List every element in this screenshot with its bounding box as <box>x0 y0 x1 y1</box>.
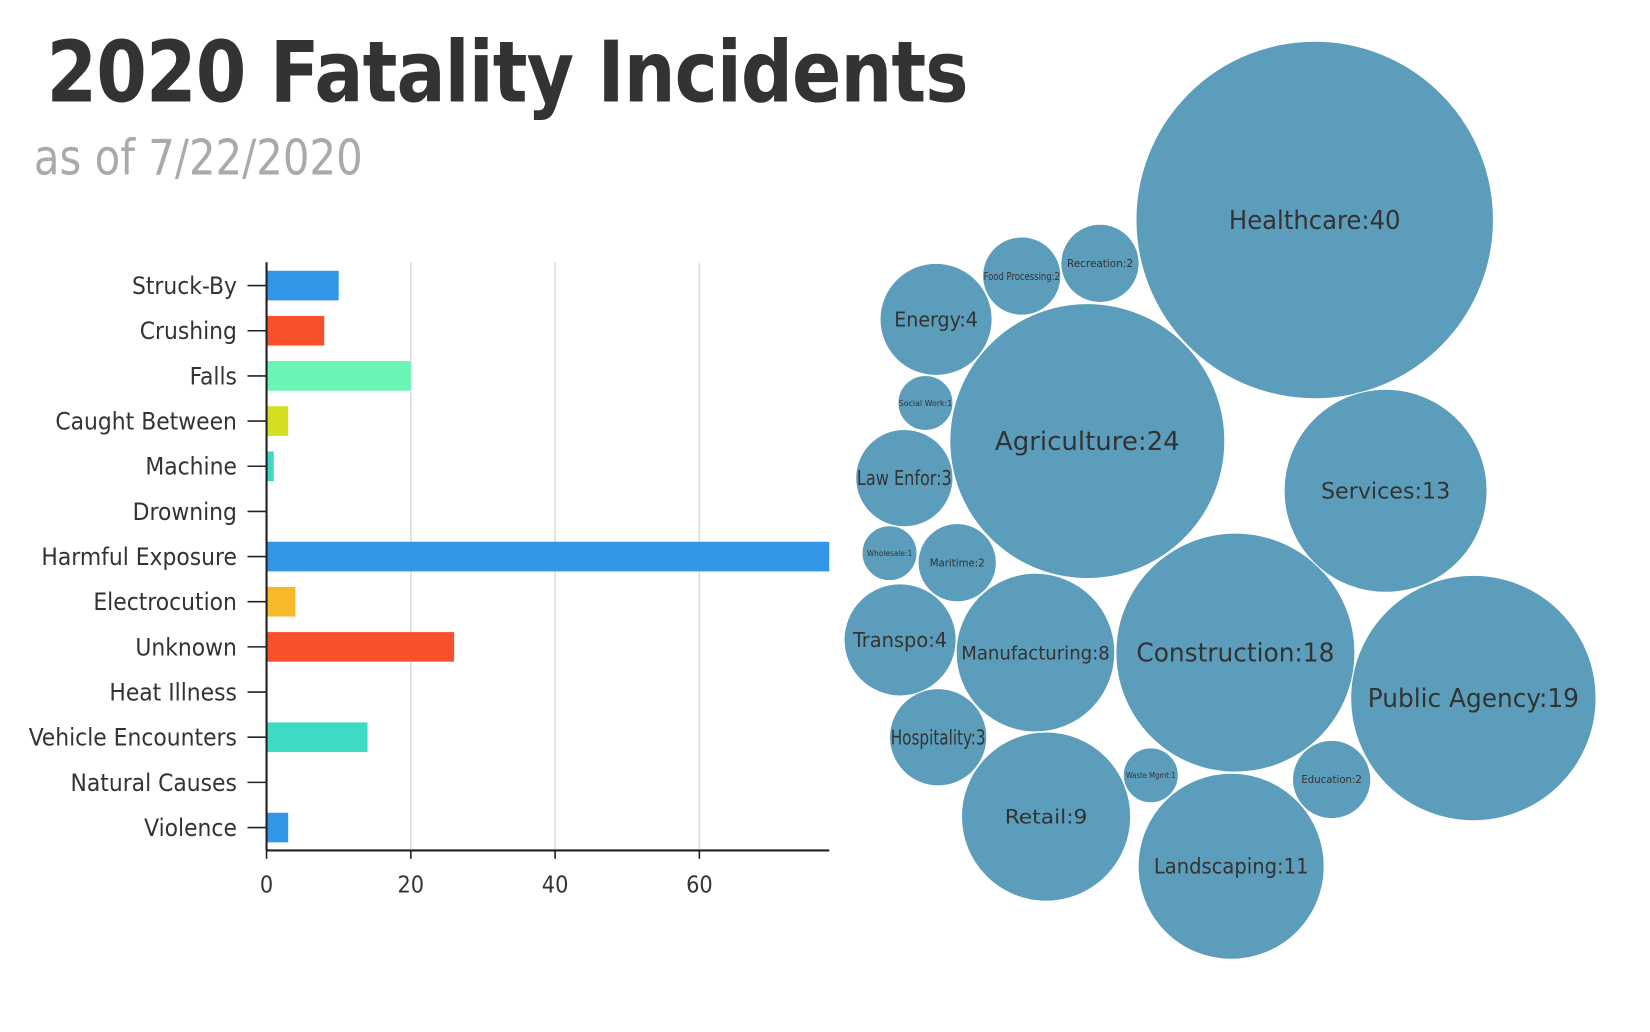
bubble-circle <box>1122 747 1179 804</box>
bubble-construction: Construction:18 <box>1115 532 1356 773</box>
bubble-circle <box>1060 223 1140 304</box>
y-tick-label: Harmful Exposure <box>41 542 237 571</box>
bubble-label: Education:2 <box>1301 774 1362 786</box>
bubble-label: Law Enfor:3 <box>857 466 952 490</box>
bar-harmful-exposure <box>266 541 830 572</box>
bubble-circle <box>861 525 918 582</box>
bubble-healthcare: Healthcare:40 <box>1135 40 1495 400</box>
bubble-waste-mgmt: Waste Mgmt:1 <box>1122 747 1179 804</box>
x-tick-label: 0 <box>260 872 273 899</box>
bubble-label: Maritime:2 <box>930 557 985 569</box>
bar-unknown <box>266 632 455 662</box>
y-tick-label: Crushing <box>140 316 237 345</box>
bubble-circle <box>917 523 997 603</box>
bubble-label: Landscaping:11 <box>1154 855 1309 880</box>
bubble-circle <box>955 572 1116 733</box>
bar-caught-between <box>266 406 289 436</box>
y-tick-label: Natural Causes <box>71 768 237 797</box>
bubble-retail: Retail:9 <box>960 731 1132 902</box>
bubble-circle <box>1350 574 1597 822</box>
bubble-label: Retail:9 <box>1005 806 1088 829</box>
bubble-circle <box>960 731 1132 902</box>
bubble-circle <box>879 262 993 377</box>
page-subtitle: as of 7/22/2020 <box>33 129 363 187</box>
bubble-law-enfor: Law Enfor:3 <box>855 428 954 528</box>
bubble-food-processing: Food Processing:2 <box>982 236 1062 316</box>
bubble-label: Hospitality:3 <box>891 725 986 749</box>
bubble-energy: Energy:4 <box>879 262 993 377</box>
bar-vehicle-encounters <box>266 722 368 753</box>
bubble-recreation: Recreation:2 <box>1060 223 1140 304</box>
bubble-label: Construction:18 <box>1136 637 1334 667</box>
bubble-label: Public Agency:19 <box>1368 683 1579 713</box>
bubble-label: Energy:4 <box>894 307 978 331</box>
bubble-manufacturing: Manufacturing:8 <box>955 572 1116 733</box>
y-tick-label: Drowning <box>133 497 237 526</box>
bubble-circle <box>1135 40 1495 400</box>
bubble-circle <box>855 428 954 528</box>
bubble-label: Services:13 <box>1321 479 1450 505</box>
bar-electrocution <box>266 586 296 617</box>
bubble-wholesale: Wholesale:1 <box>861 525 918 582</box>
bubble-circle <box>949 303 1226 580</box>
bar-violence <box>266 812 289 843</box>
bubble-public-agency: Public Agency:19 <box>1350 574 1597 822</box>
bubble-hospitality: Hospitality:3 <box>888 688 988 787</box>
y-tick-label: Violence <box>144 813 237 842</box>
bubble-label: Healthcare:40 <box>1229 205 1401 235</box>
bar-falls <box>266 361 411 391</box>
bubble-label: Food Processing:2 <box>984 271 1060 283</box>
bubble-label: Waste Mgmt:1 <box>1126 771 1176 780</box>
bubble-label: Wholesale:1 <box>867 549 912 558</box>
y-tick-label: Vehicle Encounters <box>29 723 237 752</box>
y-tick-label: Falls <box>190 361 237 390</box>
x-tick-label: 40 <box>542 872 569 899</box>
bubble-transpo: Transpo:4 <box>843 583 957 697</box>
bubble-label: Social Work:1 <box>899 399 953 408</box>
bubble-circle <box>843 583 957 697</box>
bubble-services: Services:13 <box>1283 388 1488 593</box>
bubble-maritime: Maritime:2 <box>917 523 997 603</box>
bubble-label: Transpo:4 <box>852 628 947 652</box>
page-title: 2020 Fatality Incidents <box>46 23 969 122</box>
bubble-circle <box>1115 532 1356 773</box>
x-tick-label: 60 <box>686 872 713 899</box>
bar-struck-by <box>266 270 339 301</box>
bubble-education: Education:2 <box>1291 739 1372 820</box>
y-tick-label: Electrocution <box>93 587 237 616</box>
bar-crushing <box>266 315 325 346</box>
bubble-label: Manufacturing:8 <box>961 642 1110 664</box>
bubble-circle <box>1291 739 1372 820</box>
bubble-circle <box>1283 388 1488 593</box>
y-tick-label: Unknown <box>135 632 237 661</box>
bubble-label: Recreation:2 <box>1067 258 1133 270</box>
bar-chart: 0 20 40 60 Struck-By Crushing Falls Caught Betw… <box>29 262 830 899</box>
y-tick-label: Machine <box>145 452 237 481</box>
bubble-circle <box>982 236 1062 316</box>
bubble-social-work: Social Work:1 <box>897 374 954 432</box>
y-tick-label: Heat Illness <box>109 678 237 707</box>
bubble-agriculture: Agriculture:24 <box>949 303 1226 580</box>
bubble-circle <box>1137 772 1325 960</box>
bubble-circle <box>888 688 988 787</box>
bubble-landscaping: Landscaping:11 <box>1137 772 1325 960</box>
bubble-circle <box>897 374 954 432</box>
bar-machine <box>266 451 274 482</box>
bubble-label: Agriculture:24 <box>995 426 1180 456</box>
y-tick-label: Caught Between <box>55 407 237 436</box>
y-tick-label: Struck-By <box>132 271 237 300</box>
x-tick-label: 20 <box>398 872 425 899</box>
